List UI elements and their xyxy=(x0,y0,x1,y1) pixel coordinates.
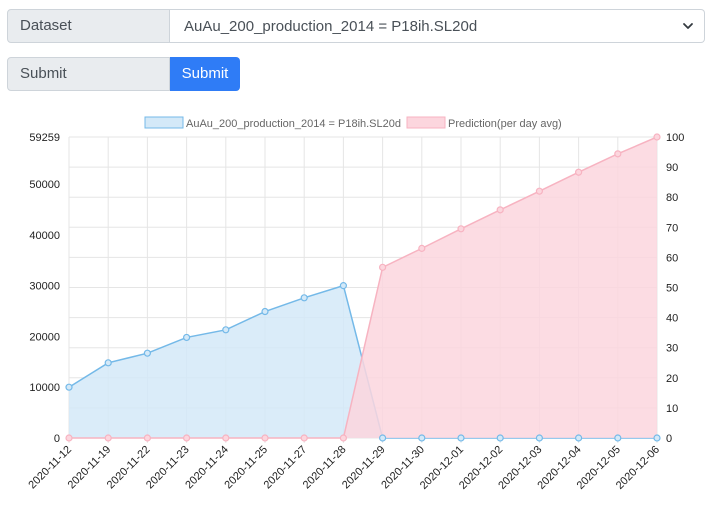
data-point xyxy=(574,168,583,176)
data-point xyxy=(65,434,73,442)
y-right-tick-label: 0 xyxy=(666,433,672,445)
submit-button[interactable]: Submit xyxy=(170,57,240,91)
data-point xyxy=(379,263,387,271)
y-right-tick-label: 10 xyxy=(666,403,678,415)
y-right-tick-label: 40 xyxy=(666,313,678,325)
y-left-tick-label: 10000 xyxy=(29,382,60,394)
legend-label: AuAu_200_production_2014 = P18ih.SL20d xyxy=(186,118,401,130)
data-point xyxy=(222,326,230,334)
data-point xyxy=(183,333,191,342)
data-point xyxy=(535,434,544,442)
data-point xyxy=(418,244,426,252)
data-point xyxy=(222,434,230,442)
legend-swatch xyxy=(406,116,446,129)
data-point xyxy=(496,206,504,214)
dataset-select[interactable]: AuAu_200_production_2014 = P18ih.SL20d xyxy=(170,9,705,43)
data-point xyxy=(496,434,504,442)
data-point xyxy=(614,434,622,442)
data-point xyxy=(300,294,308,302)
legend-label: Prediction(per day avg) xyxy=(448,118,562,130)
y-right-tick-label: 80 xyxy=(666,192,678,204)
legend-swatch xyxy=(144,116,184,129)
data-point xyxy=(339,434,347,442)
y-left-tick-label: 40000 xyxy=(29,230,60,242)
series-area-1 xyxy=(69,137,657,438)
data-point xyxy=(183,434,191,442)
data-point xyxy=(65,383,73,391)
data-point xyxy=(653,133,661,141)
y-right-tick-label: 20 xyxy=(666,373,678,385)
data-point xyxy=(143,349,151,357)
chevron-down-icon xyxy=(683,23,693,29)
y-left-tick-label: 0 xyxy=(54,433,60,445)
y-right-tick-label: 70 xyxy=(666,222,678,234)
submit-label: Submit xyxy=(7,57,170,91)
y-left-tick-label: 20000 xyxy=(29,331,60,343)
data-point xyxy=(339,282,347,290)
data-point xyxy=(104,359,112,367)
dataset-label: Dataset xyxy=(7,9,170,43)
y-right-tick-label: 90 xyxy=(666,162,678,174)
y-left-tick-label: 59259 xyxy=(29,132,60,144)
data-point xyxy=(653,434,661,442)
data-point xyxy=(457,434,465,442)
y-right-tick-label: 60 xyxy=(666,252,678,264)
dataset-select-value: AuAu_200_production_2014 = P18ih.SL20d xyxy=(184,17,478,35)
data-point xyxy=(614,150,622,158)
data-point xyxy=(261,434,269,442)
chart: 0 10000 20000 30000 40000 50000 59259 0 10 20 30 40… xyxy=(26,116,684,492)
data-point xyxy=(300,434,308,442)
data-point xyxy=(104,434,112,442)
data-point xyxy=(418,434,426,442)
y-right-tick-label: 50 xyxy=(666,283,678,295)
data-point xyxy=(535,187,544,195)
data-point xyxy=(261,307,269,316)
data-point xyxy=(379,434,387,442)
dataset-row: Dataset AuAu_200_production_2014 = P18ih… xyxy=(7,9,705,43)
data-point xyxy=(574,434,583,442)
data-point xyxy=(143,434,151,442)
y-left-tick-label: 50000 xyxy=(29,179,60,191)
y-right-tick-label: 30 xyxy=(666,343,678,355)
data-point xyxy=(457,225,465,233)
y-right-tick-label: 100 xyxy=(666,132,684,144)
series-line-1 xyxy=(69,136,658,439)
y-left-tick-label: 30000 xyxy=(29,281,60,293)
submit-row: Submit Submit xyxy=(7,57,240,91)
